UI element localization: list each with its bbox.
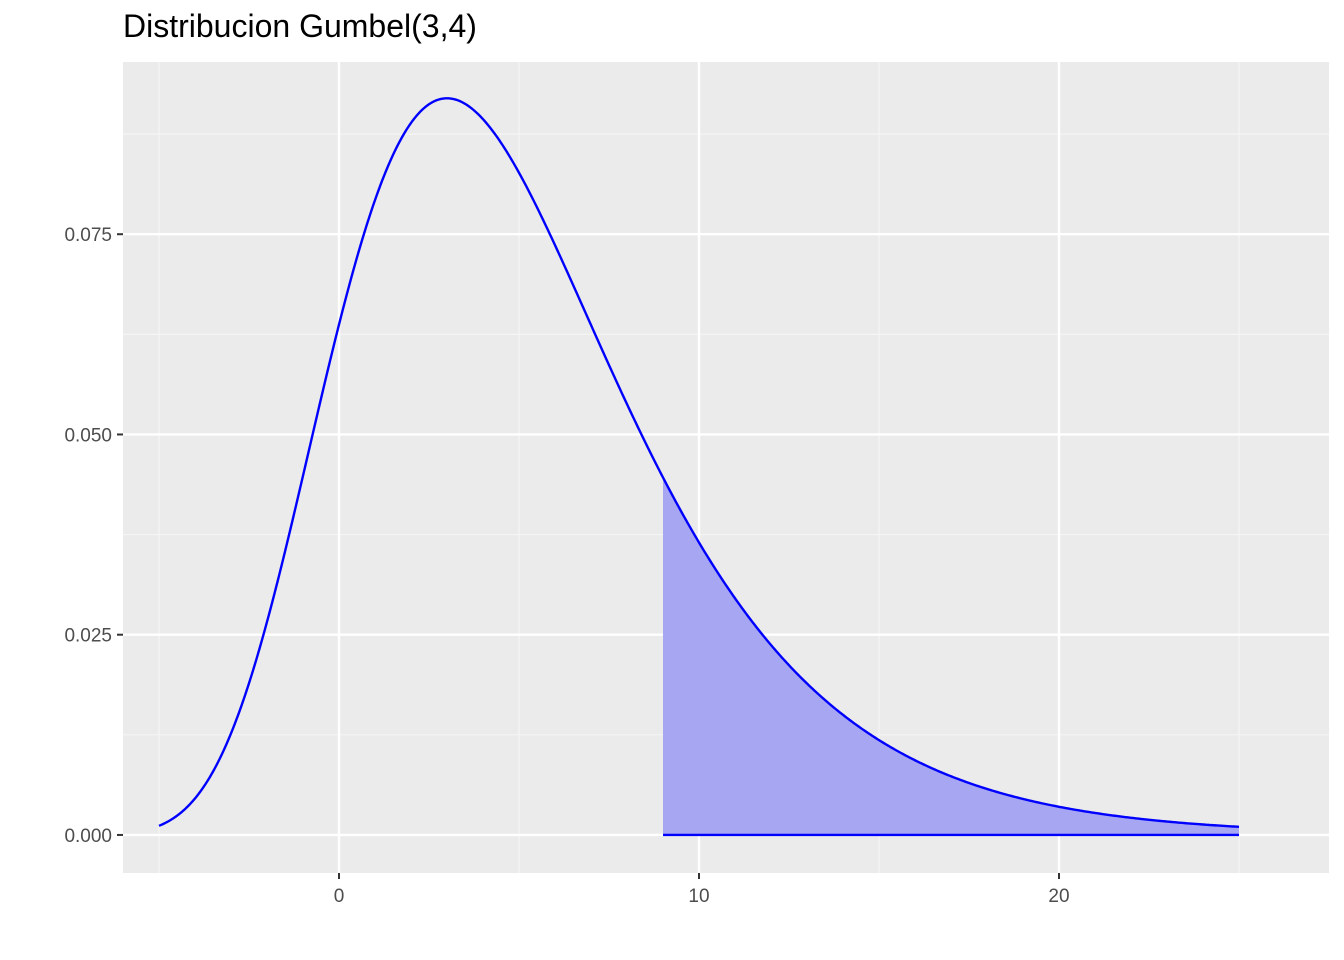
y-tick-label: 0.000	[64, 826, 112, 847]
x-tick-label: 0	[334, 886, 345, 907]
y-tick-label: 0.075	[64, 225, 112, 246]
chart-marks	[158, 97, 1240, 837]
y-axis: 0.000 0.025 0.050 0.075	[64, 225, 123, 847]
x-axis: 0 10 20	[334, 873, 1070, 907]
density-curve	[158, 97, 1240, 828]
x-tick-label: 10	[688, 886, 709, 907]
shaded-area	[663, 477, 1239, 835]
y-tick-label: 0.025	[64, 626, 112, 647]
grid-minor	[123, 62, 1329, 873]
x-tick-label: 20	[1048, 886, 1069, 907]
y-tick-label: 0.050	[64, 425, 112, 446]
chart-title: Distribucion Gumbel(3,4)	[123, 8, 477, 44]
